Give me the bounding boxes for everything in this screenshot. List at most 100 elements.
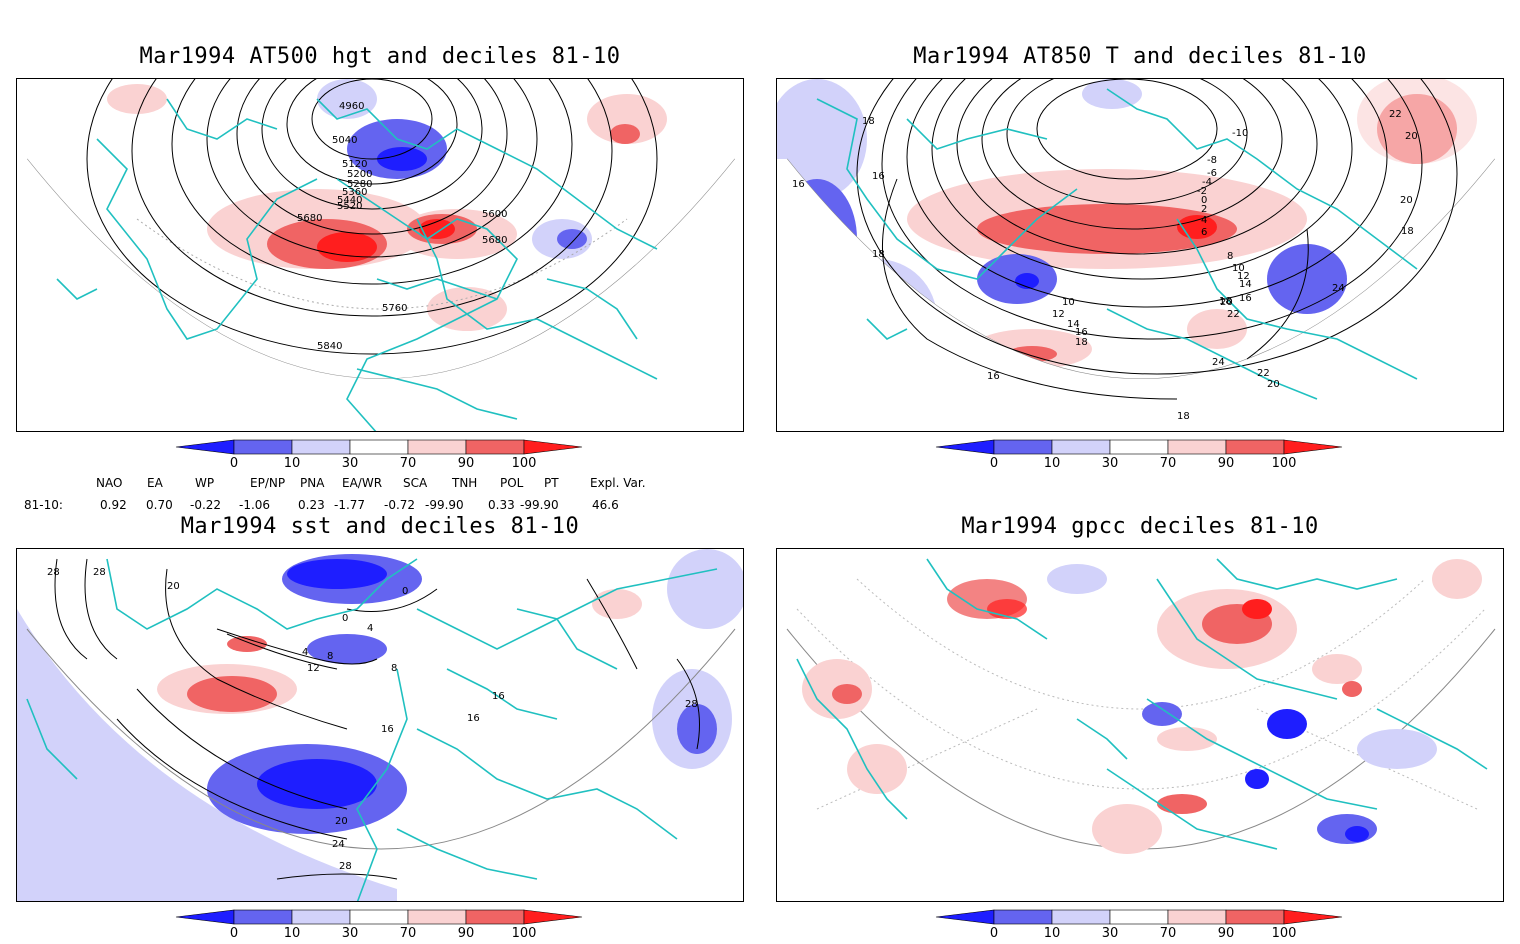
colorbar-label: 70 (1159, 456, 1177, 471)
contour-label-group: 18 16 16 18 -10 -8 -6 -4 -2 0 2 4 6 8 10… (792, 109, 1418, 422)
contour-label: 5760 (382, 303, 407, 314)
panel-title-hgt500: Mar1994 AT500 hgt and deciles 81-10 (139, 44, 621, 69)
map-panel-sst: 28 28 20 0 0 4 4 8 8 12 16 16 16 20 24 2… (16, 548, 744, 902)
colorbar-swatches (175, 439, 583, 455)
index-row-label: 81-10: (24, 498, 63, 512)
colorbar-label: 30 (341, 926, 359, 941)
contour-label: 22 (1389, 109, 1402, 120)
colorbar-label: 90 (457, 456, 475, 471)
contour-label: 12 (1052, 309, 1065, 320)
contour-label: 5440 (337, 195, 362, 206)
colorbar-label: 30 (341, 456, 359, 471)
contour-label: -4 (1202, 177, 1212, 188)
index-header: Expl. Var. (590, 476, 646, 490)
index-value: -99.90 (520, 498, 559, 512)
colorbar-t850: 0 10 30 70 90 100 (930, 438, 1350, 474)
contour-label: 8 (391, 663, 397, 674)
index-header: WP (195, 476, 215, 490)
index-value: 0.92 (100, 498, 127, 512)
colorbar-label: 0 (229, 926, 239, 941)
index-value: 0.70 (146, 498, 173, 512)
contour-label: 14 (1239, 279, 1252, 290)
colorbar-sst: 0 10 30 70 90 100 (170, 908, 590, 944)
contour-label-group: 4960 5040 5120 5200 5280 5360 5440 5520 … (297, 101, 507, 352)
index-value: -99.90 (425, 498, 464, 512)
colorbar-hgt500: 0 10 30 70 90 100 (170, 438, 590, 474)
contour-label: 4 (1201, 215, 1207, 226)
colorbar-label: 0 (989, 456, 999, 471)
index-value: -1.77 (334, 498, 366, 512)
colorbar-swatches (935, 909, 1343, 925)
contour-label: 18 (1177, 411, 1190, 422)
map-panel-t850: 18 16 16 18 -10 -8 -6 -4 -2 0 2 4 6 8 10… (776, 78, 1504, 432)
contour-label: 28 (93, 567, 106, 578)
contour-label: 20 (1220, 297, 1233, 308)
contour-label: 28 (47, 567, 60, 578)
contour-label: 22 (1257, 368, 1270, 379)
contour-label: 20 (335, 816, 348, 827)
contour-label: 12 (1237, 271, 1250, 282)
contour-label: 14 (1067, 319, 1080, 330)
contour-label: 6 (1201, 227, 1207, 238)
contour-label: 4960 (339, 101, 364, 112)
contour-label: 0 (402, 586, 408, 597)
colorbar-label: 90 (1217, 926, 1235, 941)
index-header: EA (147, 476, 163, 490)
index-header: POL (500, 476, 524, 490)
contour-label: 24 (1212, 357, 1225, 368)
contour-label: 8 (327, 651, 333, 662)
contour-label: 4 (302, 647, 308, 658)
contour-label: 5600 (482, 209, 507, 220)
contour-label: 16 (492, 691, 505, 702)
colorbar-label: 0 (989, 926, 999, 941)
colorbar-label: 100 (511, 456, 537, 471)
map-panel-gpcc (776, 548, 1504, 902)
index-value: 46.6 (592, 498, 619, 512)
index-value: 0.23 (298, 498, 325, 512)
contour-label: 8 (1227, 251, 1233, 262)
contour-label: 20 (1267, 379, 1280, 390)
index-header: NAO (96, 476, 123, 490)
index-header: PT (544, 476, 559, 490)
colorbar-label: 0 (229, 456, 239, 471)
contour-label: 2 (1201, 204, 1207, 215)
contour-label: 5200 (347, 169, 372, 180)
map-sst: 28 28 20 0 0 4 4 8 8 12 16 16 16 20 24 2… (17, 549, 743, 901)
panel-title-sst: Mar1994 sst and deciles 81-10 (180, 514, 580, 539)
colorbar-label: 100 (1271, 926, 1297, 941)
map-gpcc (786, 558, 1496, 854)
colorbar-label: 90 (1217, 456, 1235, 471)
index-table: NAO EA WP EP/NP PNA EA/WR SCA TNH POL PT… (0, 474, 760, 514)
contour-label: 12 (307, 663, 320, 674)
index-header: TNH (452, 476, 478, 490)
colorbar-label: 30 (1101, 926, 1119, 941)
contour-label: -2 (1197, 186, 1207, 197)
contour-label: 16 (467, 713, 480, 724)
contour-label: 5280 (347, 179, 372, 190)
contour-label: 18 (1075, 337, 1088, 348)
contour-label: 20 (167, 581, 180, 592)
colorbar-label: 30 (1101, 456, 1119, 471)
contour-label: 0 (1201, 195, 1207, 206)
contour-label: -8 (1207, 155, 1217, 166)
contour-label: 28 (685, 699, 698, 710)
contour-label: 22 (1227, 309, 1240, 320)
colorbar-label: 10 (283, 456, 301, 471)
index-header: PNA (300, 476, 325, 490)
index-value: 0.33 (488, 498, 515, 512)
panel-title-gpcc: Mar1994 gpcc deciles 81-10 (961, 514, 1319, 539)
contour-label: 16 (1075, 327, 1088, 338)
index-header: EP/NP (250, 476, 286, 490)
colorbar-label: 100 (511, 926, 537, 941)
map-panel-hgt500: 4960 5040 5120 5200 5280 5360 5440 5520 … (16, 78, 744, 432)
index-value: -0.72 (384, 498, 416, 512)
contour-label: 18 (862, 116, 875, 127)
map-hgt500: 4960 5040 5120 5200 5280 5360 5440 5520 … (17, 79, 743, 431)
contour-label: 5520 (337, 201, 362, 212)
contour-label: 24 (1332, 283, 1345, 294)
contour-label: -6 (1207, 168, 1217, 179)
index-header: EA/WR (342, 476, 383, 490)
contour-label: 16 (381, 724, 394, 735)
colorbar-swatches (175, 909, 583, 925)
contour-label: 18 (1219, 296, 1232, 307)
